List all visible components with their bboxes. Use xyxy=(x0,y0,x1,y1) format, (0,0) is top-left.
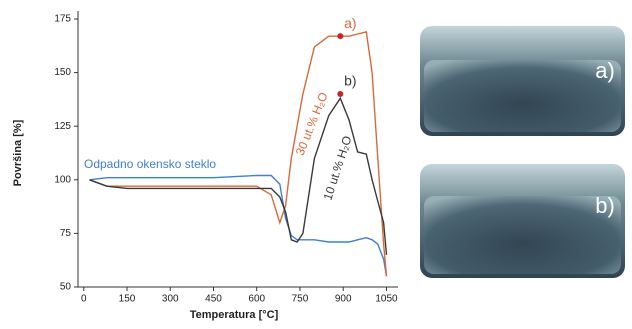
series-line xyxy=(89,174,388,277)
y-axis-label: Površina [%] xyxy=(12,119,24,186)
photo-label: a) xyxy=(595,58,615,83)
annotation: b) xyxy=(344,73,356,89)
y-tick-label: 150 xyxy=(54,67,71,78)
series-line xyxy=(89,31,388,277)
photo-label: b) xyxy=(595,193,615,218)
y-tick-label: 125 xyxy=(54,121,71,132)
y-tick-label: 50 xyxy=(60,282,72,293)
annotation: a) xyxy=(344,15,356,31)
series-label: Odpadno okensko steklo xyxy=(84,157,216,171)
photo-b-pores xyxy=(424,196,621,274)
marker xyxy=(337,33,344,40)
x-tick-label: 900 xyxy=(335,294,352,305)
y-tick-label: 100 xyxy=(54,174,71,185)
y-tick-label: 175 xyxy=(54,14,71,25)
series-line xyxy=(89,96,388,255)
series-label: 10 ut.% H₂O xyxy=(321,134,355,202)
x-tick-label: 150 xyxy=(119,294,136,305)
series-label: 30 ut.% H₂O xyxy=(293,90,331,157)
x-tick-label: 1050 xyxy=(375,294,398,305)
photo-a-pores xyxy=(424,60,621,132)
x-tick-label: 450 xyxy=(205,294,222,305)
x-axis-label: Temperatura [°C] xyxy=(190,309,279,321)
marker xyxy=(337,91,344,98)
x-tick-label: 300 xyxy=(162,294,179,305)
x-tick-label: 750 xyxy=(292,294,309,305)
y-tick-label: 75 xyxy=(60,228,72,239)
x-tick-label: 0 xyxy=(81,294,87,305)
x-tick-label: 600 xyxy=(248,294,265,305)
